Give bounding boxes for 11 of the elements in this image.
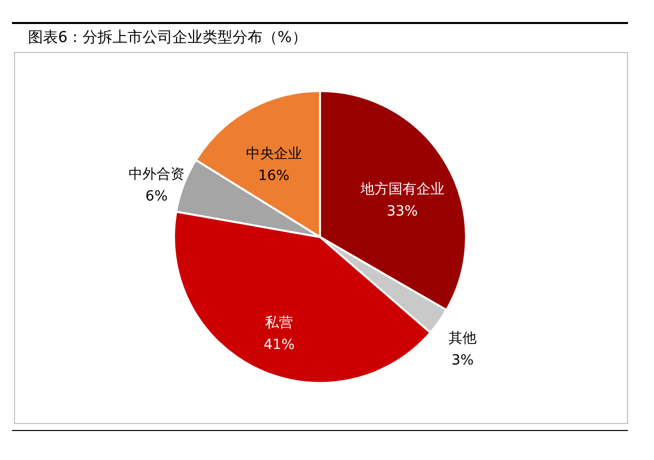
data-label: 33% <box>386 204 418 220</box>
slice-label: 中外合资 <box>128 166 185 183</box>
data-label: 6% <box>145 188 168 205</box>
slice-label: 地方国有企业 <box>359 182 444 198</box>
slice-label: 其他 <box>448 330 477 347</box>
slice-label: 私营 <box>265 314 294 331</box>
chart-title: 图表6：分拆上市公司企业类型分布（%） <box>28 28 307 47</box>
data-label: 41% <box>264 336 295 353</box>
data-label: 3% <box>451 352 474 369</box>
slice-label: 中央企业 <box>246 146 302 162</box>
data-label: 16% <box>258 168 290 184</box>
